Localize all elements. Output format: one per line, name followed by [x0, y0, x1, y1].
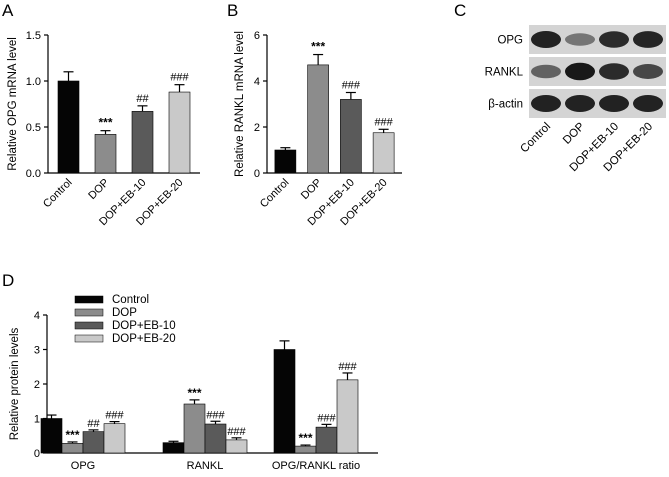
y-tick-label: 4 [34, 310, 40, 322]
blot-lane-label: DOP [561, 120, 587, 146]
bar-dop-eb-10 [82, 431, 105, 454]
y-tick-label: 0.5 [26, 122, 41, 134]
bar-control [274, 149, 297, 174]
bar-dop [183, 403, 206, 454]
blot-band [531, 64, 561, 79]
y-axis-title: Relative OPG mRNA level [7, 37, 19, 171]
blot-row-label: β-actin [488, 99, 523, 111]
y-tick-label: 1.0 [26, 76, 41, 88]
blot-band [565, 95, 595, 112]
panel-letter-a: A [2, 1, 14, 20]
blot-row-label: OPG [497, 35, 523, 47]
bar-control [162, 442, 185, 454]
legend-label: DOP [112, 307, 137, 319]
bar-control [273, 349, 296, 454]
y-tick-label: 1 [34, 414, 40, 426]
bar-dop [94, 134, 117, 174]
legend-swatch [74, 334, 104, 343]
bar-dop [294, 445, 317, 454]
significance-label: *** [98, 116, 112, 130]
x-tick-label: OPG [71, 460, 95, 472]
bar-dop-eb-20 [372, 132, 395, 174]
blot-lane-label: Control [518, 121, 553, 156]
bar-control [40, 418, 63, 454]
significance-label: ### [227, 426, 246, 438]
y-tick-label: 1.5 [26, 30, 41, 42]
x-tick-label: RANKL [187, 460, 224, 472]
y-tick-label: 2 [254, 122, 260, 134]
bar-dop [307, 64, 329, 174]
bar-dop-eb-10 [315, 426, 338, 454]
significance-label: ## [87, 418, 100, 430]
significance-label: *** [298, 431, 312, 445]
bar-dop-eb-10 [340, 99, 362, 174]
blot-band [599, 31, 629, 48]
x-tick-label: DOP [299, 177, 324, 202]
blot-band [633, 95, 663, 112]
y-tick-label: 2 [34, 379, 40, 391]
blot-band [599, 95, 629, 112]
blot-band [531, 95, 561, 112]
blot-band [565, 62, 595, 81]
x-tick-label: Control [41, 177, 75, 211]
blot-row-label: RANKL [485, 67, 524, 79]
significance-label: ### [206, 409, 225, 421]
significance-label: ### [105, 410, 124, 422]
y-axis-title: Relative protein levels [9, 328, 21, 441]
chart-b-rankl-mrna: 0 2 4 6 Relative RANKL mRNA level Control *** D… [234, 30, 402, 228]
significance-label: ### [374, 116, 393, 128]
legend-label: Control [112, 294, 149, 306]
y-tick-label: 3 [34, 345, 40, 357]
blot-band [633, 31, 663, 48]
panel-letter-b: B [227, 1, 238, 20]
blot-band [599, 63, 629, 80]
y-tick-label: 4 [254, 76, 260, 88]
significance-label: ## [136, 93, 149, 105]
legend-label: DOP+EB-20 [112, 333, 176, 345]
significance-label: *** [187, 386, 201, 400]
bar-dop-eb-10 [204, 423, 227, 454]
blot-band [633, 64, 663, 79]
legend-swatch [74, 295, 104, 304]
y-axis-title: Relative RANKL mRNA level [234, 31, 246, 177]
significance-label: ### [317, 412, 336, 424]
bar-dop-eb-20 [168, 91, 191, 174]
legend-swatch [74, 321, 104, 330]
chart-a-opg-mrna: 0.0 0.5 1.0 1.5 Relative OPG mRNA level Contr… [7, 30, 200, 228]
legend-swatch [74, 308, 104, 317]
bar-dop-eb-20 [336, 379, 359, 454]
bar-dop-eb-10 [131, 111, 154, 174]
bar-control [57, 80, 80, 174]
x-tick-label: Control [258, 177, 292, 211]
significance-label: ### [170, 72, 189, 84]
x-tick-label: OPG/RANKL ratio [272, 460, 360, 472]
panel-letter-c: C [454, 1, 466, 20]
x-tick-label: DOP [86, 177, 111, 202]
y-tick-label: 0 [34, 448, 40, 460]
blot-band [565, 33, 595, 46]
panel-letter-d: D [2, 271, 14, 290]
y-tick-label: 6 [254, 30, 260, 42]
legend-label: DOP+EB-10 [112, 320, 176, 332]
significance-label: *** [311, 40, 325, 54]
bar-dop [61, 443, 84, 454]
y-tick-label: 0 [254, 168, 260, 180]
y-tick-label: 0.0 [26, 168, 41, 180]
significance-label: ### [338, 361, 357, 373]
bar-dop-eb-20 [103, 423, 126, 454]
blot-band [531, 31, 561, 48]
significance-label: ### [342, 80, 361, 92]
significance-label: *** [65, 428, 79, 442]
bar-dop-eb-20 [225, 439, 248, 454]
